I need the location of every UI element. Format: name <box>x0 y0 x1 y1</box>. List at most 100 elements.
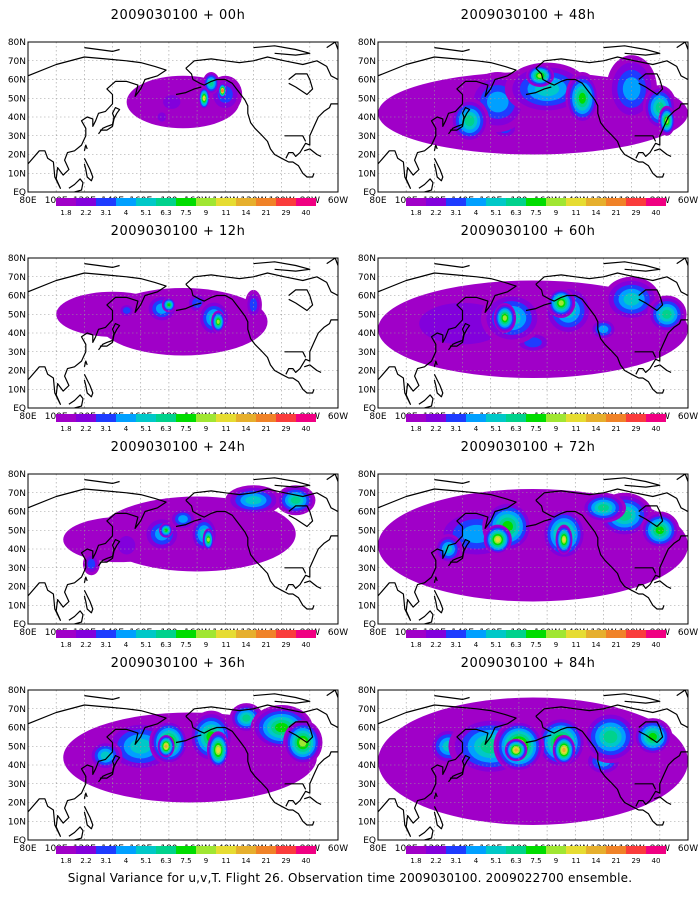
colorbar: 1.8 2.2 3.1 4 5.1 6.3 7.5 9 11 14 21 29 40 <box>406 414 666 433</box>
coastline <box>654 580 672 589</box>
panel-title: 2009030100 + 36h <box>110 656 246 671</box>
colorbar-label: 5.1 <box>140 857 151 865</box>
colorbar-swatch <box>56 630 76 638</box>
coastline <box>603 261 661 272</box>
lat-tick-label: 80N <box>358 254 376 264</box>
colorbar-label: 7.5 <box>530 209 541 217</box>
colorbar-swatch <box>136 630 156 638</box>
colorbar-label: 21 <box>262 425 271 433</box>
colorbar-label: 9 <box>204 641 208 649</box>
variance-contour <box>562 747 566 753</box>
colorbar-swatch <box>406 630 426 638</box>
variance-contour <box>486 91 509 113</box>
map-frame <box>27 473 339 625</box>
colorbar-swatch <box>466 630 486 638</box>
variance-contour <box>495 537 501 543</box>
colorbar: 1.8 2.2 3.1 4 5.1 6.3 7.5 9 11 14 21 29 40 <box>56 414 316 433</box>
map-frame <box>27 41 339 193</box>
colorbar-label: 14 <box>242 209 251 217</box>
lat-tick-label: 70N <box>358 273 376 283</box>
coastline <box>676 474 688 482</box>
colorbar-label: 9 <box>204 425 208 433</box>
colorbar-swatch <box>566 630 586 638</box>
colorbar-label: 4 <box>124 425 129 433</box>
colorbar-label: 5.1 <box>490 209 501 217</box>
lat-tick-label: 40N <box>358 545 376 555</box>
lat-tick-label: EQ <box>13 188 26 198</box>
coastline <box>525 302 552 312</box>
colorbar-label: 7.5 <box>530 857 541 865</box>
lat-tick-label: EQ <box>363 188 376 198</box>
lat-tick-label: 10N <box>358 817 376 827</box>
colorbar-swatch <box>506 198 526 206</box>
colorbar-label: 6.3 <box>160 857 171 865</box>
coastline <box>434 263 470 268</box>
lat-tick-label: 10N <box>358 601 376 611</box>
colorbar-swatch <box>156 630 176 638</box>
colorbar-label: 6.3 <box>510 209 521 217</box>
colorbar-label: 40 <box>302 857 311 865</box>
lat-tick-label: 20N <box>8 367 26 377</box>
colorbar-swatch <box>96 414 116 422</box>
lat-tick-label: EQ <box>13 404 26 414</box>
colorbar-swatch <box>296 198 316 206</box>
variance-contour <box>163 95 181 109</box>
coastline <box>175 518 202 528</box>
colorbar-swatch <box>236 846 256 854</box>
colorbar-label: 5.1 <box>140 641 151 649</box>
lat-tick-label: 10N <box>358 385 376 395</box>
lon-tick-label: 80E <box>369 844 386 854</box>
colorbar-swatch <box>176 630 196 638</box>
colorbar-swatch <box>586 846 606 854</box>
colorbar-label: 5.1 <box>490 641 501 649</box>
variance-contour <box>290 496 301 504</box>
colorbar-swatch <box>276 846 296 854</box>
colorbar-swatch <box>236 414 256 422</box>
lon-tick-label: 80E <box>369 628 386 638</box>
map-panel: 2009030100 + 72h 80N 70N 60N 50N 40N 30N 20N 10N… <box>358 432 698 649</box>
coastline <box>304 364 322 373</box>
coastline <box>603 45 661 56</box>
coastline <box>288 505 314 528</box>
coastline <box>84 263 120 268</box>
lat-tick-label: 80N <box>8 38 26 48</box>
coastline <box>284 135 307 142</box>
colorbar-swatch <box>216 414 236 422</box>
colorbar-label: 40 <box>652 209 661 217</box>
colorbar-label: 5.1 <box>140 209 151 217</box>
variance-contour <box>558 300 564 306</box>
lon-tick-label: 60W <box>328 628 348 638</box>
lon-tick-label: 60W <box>328 844 348 854</box>
coastline <box>185 488 338 513</box>
coastline <box>448 539 471 567</box>
colorbar-swatch <box>96 630 116 638</box>
lat-tick-label: 70N <box>8 57 26 67</box>
coastline <box>418 826 434 840</box>
lat-tick-label: 70N <box>358 705 376 715</box>
coastline <box>378 56 517 189</box>
colorbar-label: 4 <box>474 641 479 649</box>
colorbar-label: 3.1 <box>100 641 111 649</box>
variance-contour <box>220 89 224 93</box>
coastline <box>448 323 471 351</box>
colorbar-swatch <box>56 198 76 206</box>
colorbar-swatch <box>406 198 426 206</box>
figure-caption: Signal Variance for u,v,T. Flight 26. Ob… <box>67 871 633 885</box>
coastline <box>434 479 470 484</box>
coastline <box>638 721 664 744</box>
lat-tick-label: 20N <box>8 583 26 593</box>
lon-tick-label: 80E <box>19 196 36 206</box>
colorbar-label: 1.8 <box>60 857 71 865</box>
map-plot: 80N70N60N50N40N30N20N10NEQ80E100E120E140… <box>8 38 348 206</box>
colorbar-label: 29 <box>632 641 641 649</box>
colorbar-label: 14 <box>592 641 601 649</box>
lat-tick-label: EQ <box>363 620 376 630</box>
coastline <box>84 695 120 700</box>
variance-contour <box>87 559 96 569</box>
lat-tick-label: 40N <box>358 329 376 339</box>
colorbar-swatch <box>546 198 566 206</box>
colorbar-swatch <box>606 414 626 422</box>
colorbar-swatch <box>256 198 276 206</box>
coastline <box>433 806 444 830</box>
colorbar-label: 1.8 <box>410 209 421 217</box>
